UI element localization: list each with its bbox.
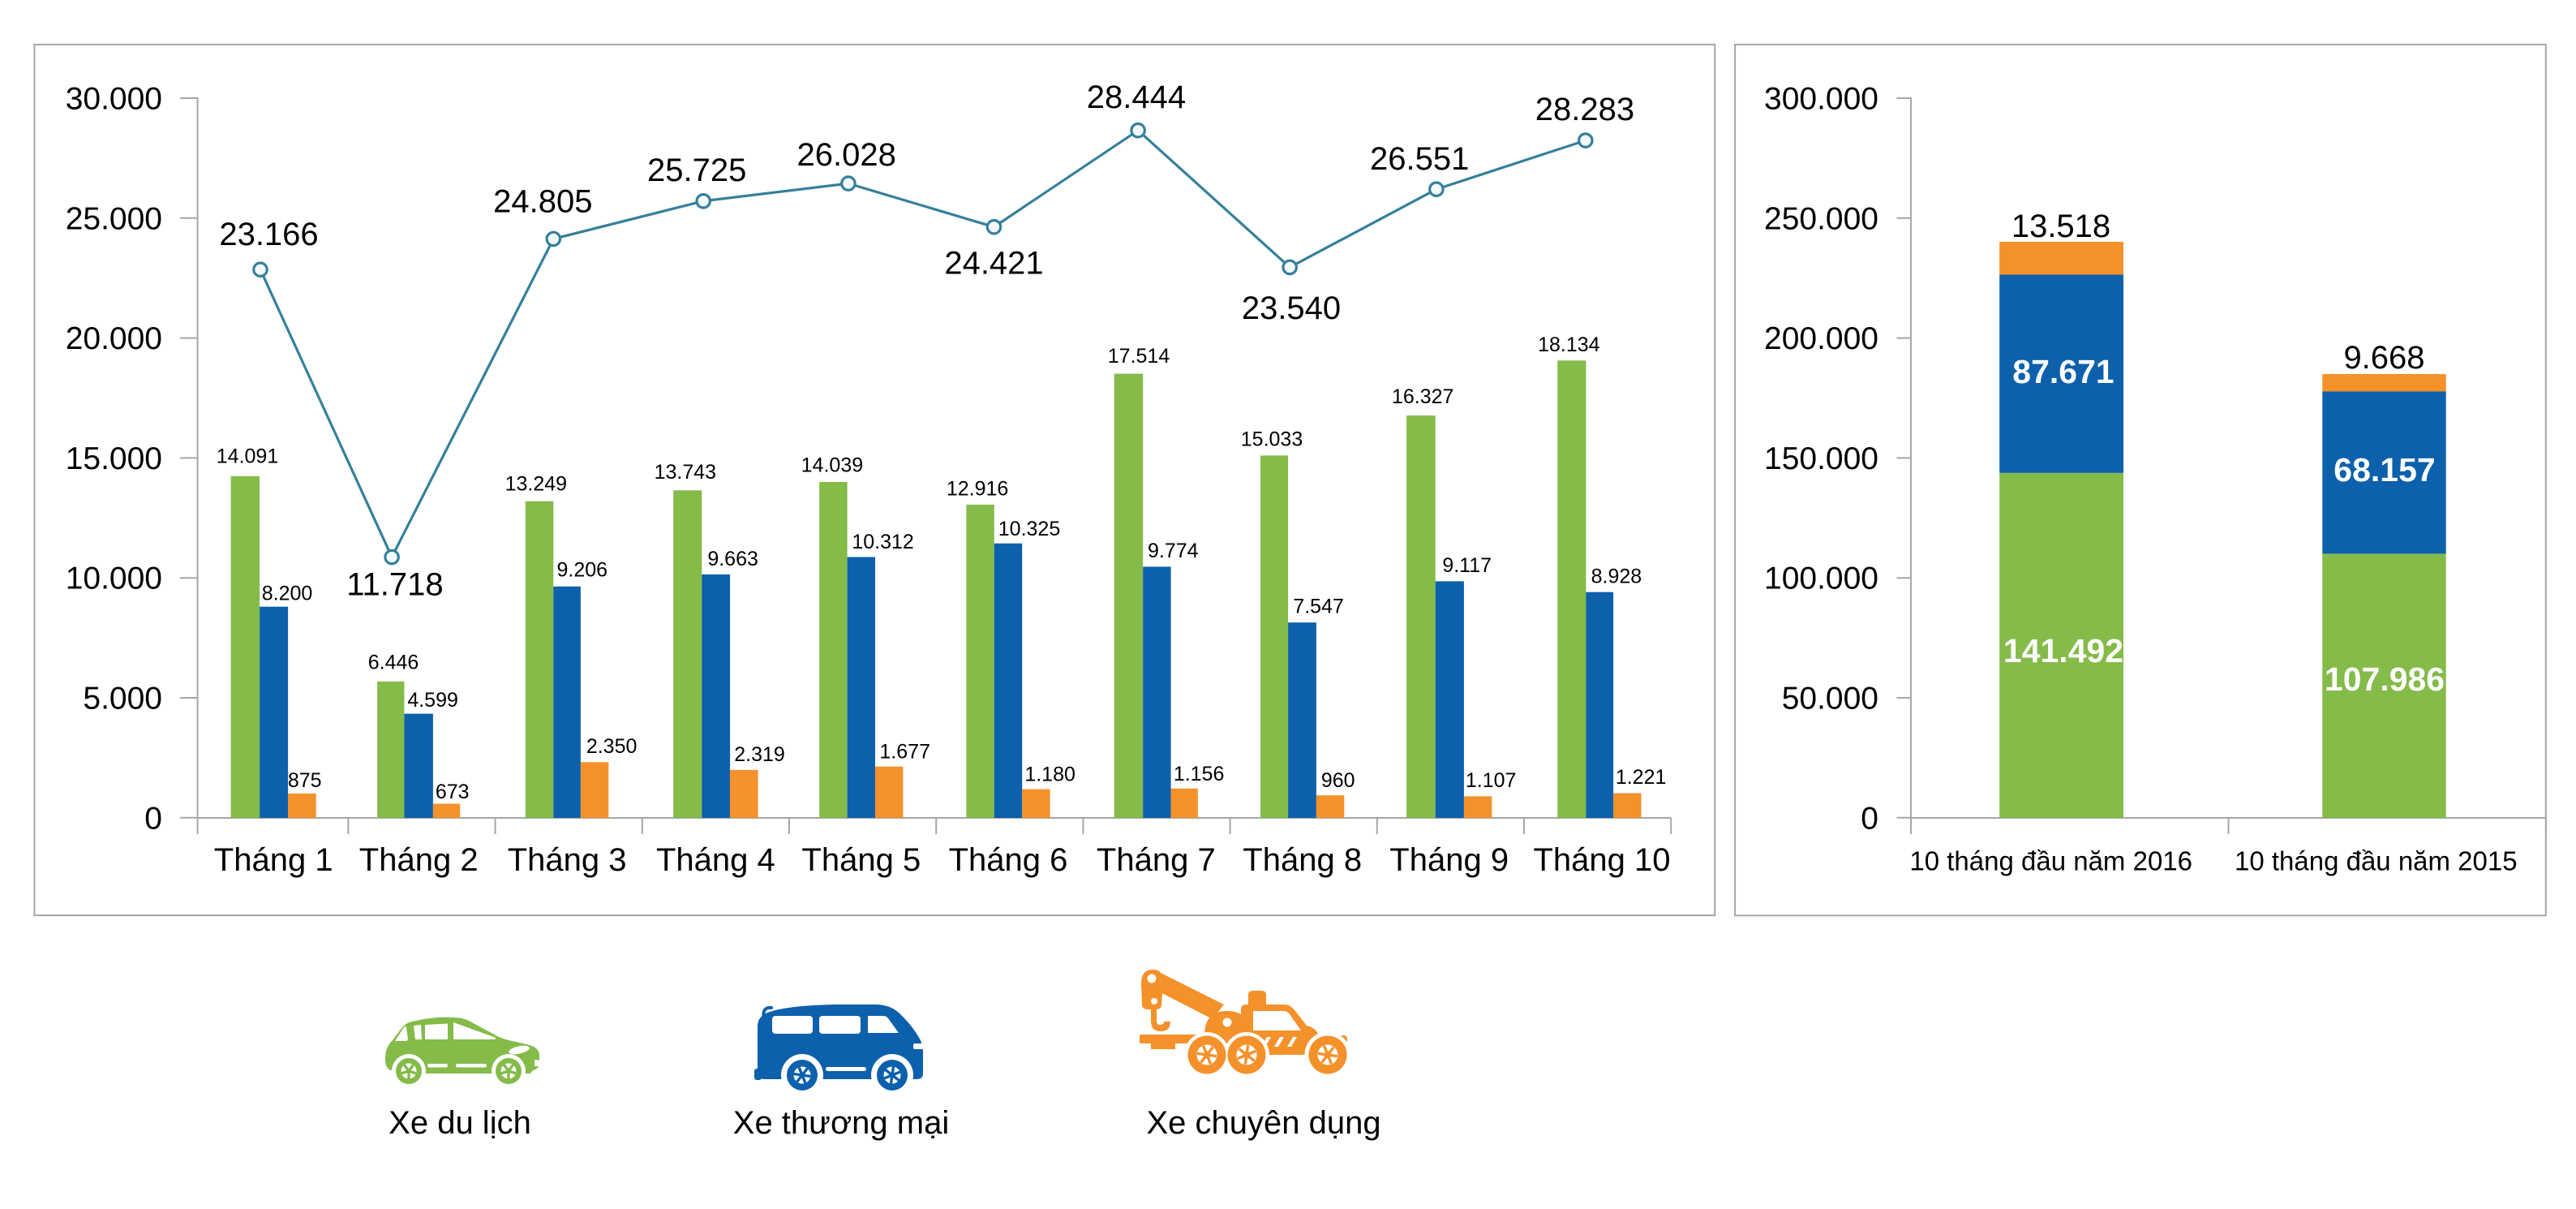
- svg-text:Tháng 7: Tháng 7: [1097, 842, 1216, 878]
- svg-text:26.551: 26.551: [1370, 141, 1469, 177]
- svg-text:4.599: 4.599: [407, 689, 458, 712]
- svg-text:13.518: 13.518: [2011, 209, 2110, 244]
- svg-text:2.350: 2.350: [586, 735, 638, 758]
- svg-text:Tháng 2: Tháng 2: [359, 842, 479, 878]
- svg-text:30.000: 30.000: [66, 82, 162, 117]
- svg-text:10 tháng đầu năm 2016: 10 tháng đầu năm 2016: [1909, 846, 2192, 876]
- svg-text:Tháng 1: Tháng 1: [214, 842, 333, 878]
- svg-text:Xe chuyên dụng: Xe chuyên dụng: [1146, 1105, 1380, 1141]
- svg-text:28.283: 28.283: [1535, 92, 1634, 127]
- svg-text:24.421: 24.421: [944, 245, 1043, 281]
- svg-text:960: 960: [1321, 769, 1355, 792]
- svg-text:1.180: 1.180: [1024, 763, 1075, 785]
- svg-text:Tháng 8: Tháng 8: [1243, 842, 1362, 878]
- svg-text:11.718: 11.718: [346, 567, 443, 603]
- svg-text:18.134: 18.134: [1538, 333, 1600, 356]
- svg-text:0: 0: [1861, 801, 1878, 836]
- svg-text:15.000: 15.000: [66, 441, 162, 476]
- svg-text:8.928: 8.928: [1591, 565, 1642, 587]
- svg-text:9.668: 9.668: [2343, 340, 2424, 376]
- svg-text:9.117: 9.117: [1442, 554, 1492, 577]
- svg-text:200.000: 200.000: [1764, 321, 1878, 356]
- svg-text:Xe thương mại: Xe thương mại: [733, 1105, 949, 1141]
- svg-text:1.156: 1.156: [1174, 763, 1225, 785]
- svg-text:13.743: 13.743: [655, 461, 716, 484]
- svg-text:250.000: 250.000: [1764, 201, 1878, 236]
- svg-text:8.200: 8.200: [262, 583, 313, 605]
- svg-text:23.166: 23.166: [219, 217, 318, 252]
- svg-text:Tháng 3: Tháng 3: [508, 842, 627, 878]
- svg-text:875: 875: [288, 769, 322, 792]
- svg-text:Tháng 5: Tháng 5: [801, 842, 921, 878]
- svg-text:Tháng 9: Tháng 9: [1389, 842, 1509, 878]
- svg-text:68.157: 68.157: [2333, 451, 2435, 488]
- svg-text:1.221: 1.221: [1616, 766, 1667, 789]
- svg-text:20.000: 20.000: [66, 321, 162, 356]
- svg-text:17.514: 17.514: [1108, 345, 1170, 368]
- svg-text:100.000: 100.000: [1764, 561, 1878, 596]
- svg-text:23.540: 23.540: [1242, 290, 1341, 326]
- svg-text:5.000: 5.000: [83, 682, 162, 716]
- svg-text:14.039: 14.039: [801, 454, 863, 476]
- svg-text:150.000: 150.000: [1764, 441, 1878, 476]
- svg-text:1.677: 1.677: [879, 740, 930, 763]
- svg-text:28.444: 28.444: [1087, 80, 1186, 115]
- svg-text:87.671: 87.671: [2012, 353, 2114, 390]
- svg-text:9.206: 9.206: [557, 559, 608, 582]
- svg-text:Tháng 6: Tháng 6: [949, 842, 1068, 878]
- svg-text:14.091: 14.091: [217, 445, 278, 468]
- svg-text:10.312: 10.312: [852, 531, 913, 553]
- svg-text:141.492: 141.492: [2003, 632, 2123, 669]
- svg-text:26.028: 26.028: [797, 137, 896, 173]
- svg-text:10.000: 10.000: [66, 561, 162, 596]
- svg-text:Xe du lịch: Xe du lịch: [389, 1105, 531, 1141]
- svg-text:673: 673: [436, 781, 470, 803]
- svg-text:12.916: 12.916: [947, 477, 1008, 500]
- svg-text:Tháng 10: Tháng 10: [1533, 842, 1670, 878]
- svg-text:7.547: 7.547: [1293, 596, 1344, 618]
- svg-text:15.033: 15.033: [1241, 428, 1303, 451]
- svg-text:13.249: 13.249: [505, 473, 567, 496]
- svg-text:9.663: 9.663: [707, 548, 758, 570]
- svg-text:6.446: 6.446: [368, 652, 419, 674]
- svg-text:25.000: 25.000: [66, 201, 162, 236]
- svg-text:10.325: 10.325: [998, 518, 1060, 540]
- svg-text:50.000: 50.000: [1782, 682, 1878, 716]
- svg-text:2.319: 2.319: [734, 743, 785, 766]
- svg-text:Tháng 4: Tháng 4: [656, 842, 775, 878]
- svg-text:1.107: 1.107: [1466, 769, 1517, 792]
- svg-text:16.327: 16.327: [1392, 385, 1453, 408]
- svg-text:24.805: 24.805: [493, 183, 592, 219]
- svg-text:107.986: 107.986: [2325, 660, 2445, 698]
- svg-text:9.774: 9.774: [1148, 540, 1199, 562]
- svg-text:25.725: 25.725: [647, 153, 746, 188]
- svg-text:10 tháng đầu năm 2015: 10 tháng đầu năm 2015: [2235, 846, 2518, 876]
- svg-text:300.000: 300.000: [1764, 82, 1878, 117]
- svg-text:0: 0: [144, 801, 162, 836]
